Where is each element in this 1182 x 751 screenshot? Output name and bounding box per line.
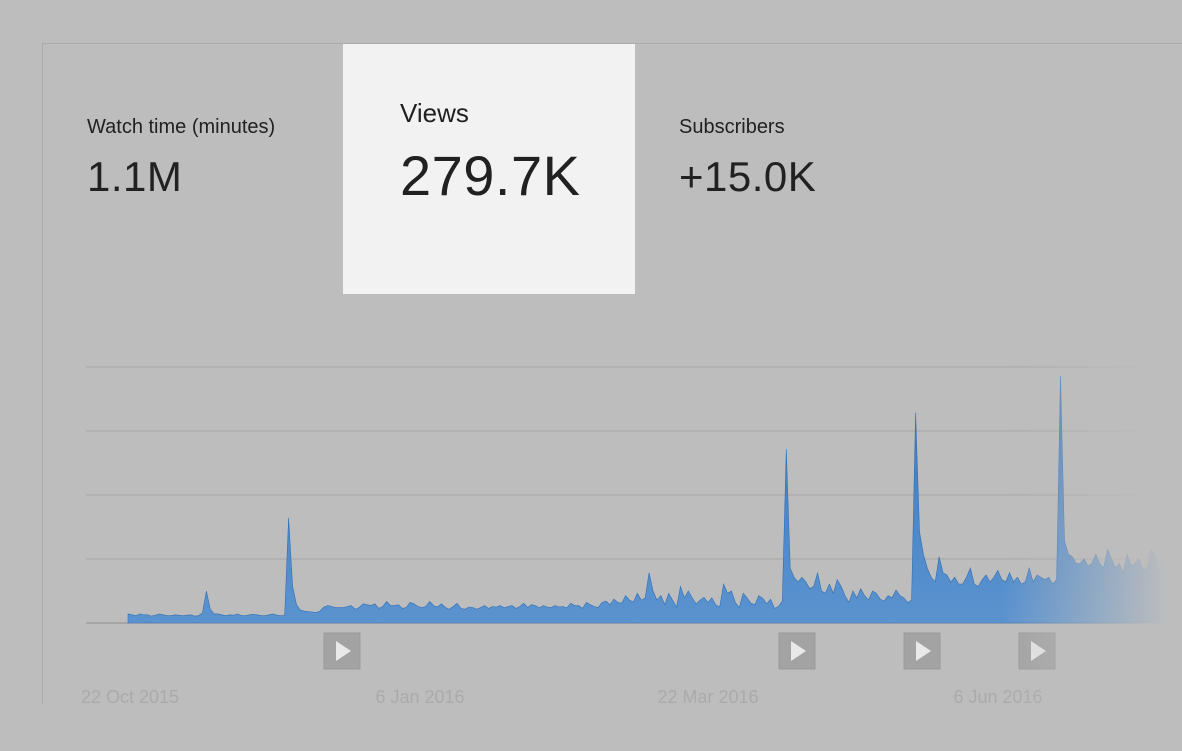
metric-views-selected[interactable]: Views 279.7K (343, 44, 635, 294)
x-tick-label: 22 Mar 2016 (657, 687, 758, 707)
metric-subscribers-value: +15.0K (679, 153, 817, 200)
play-icon[interactable] (323, 632, 361, 670)
views-series-area (127, 376, 1182, 624)
metric-subscribers[interactable]: Subscribers +15.0K (679, 116, 816, 201)
play-icon[interactable] (903, 632, 941, 670)
metric-watch-time[interactable]: Watch time (minutes) 1.1M (87, 116, 275, 201)
metric-watch-time-label: Watch time (minutes) (87, 116, 276, 138)
play-icon[interactable] (1018, 632, 1056, 670)
metric-views-value: 279.7K (400, 144, 581, 207)
metric-watch-time-value: 1.1M (87, 153, 183, 200)
x-tick-label: 22 Oct 2015 (81, 687, 179, 707)
metric-subscribers-label: Subscribers (679, 116, 785, 138)
x-tick-label: 6 Jun 2016 (953, 687, 1042, 707)
metric-views-label: Views (400, 98, 469, 128)
x-tick-label: 6 Jan 2016 (375, 687, 464, 707)
analytics-card: Watch time (minutes) 1.1M Views 279.7K S… (42, 43, 1182, 704)
play-icon[interactable] (778, 632, 816, 670)
